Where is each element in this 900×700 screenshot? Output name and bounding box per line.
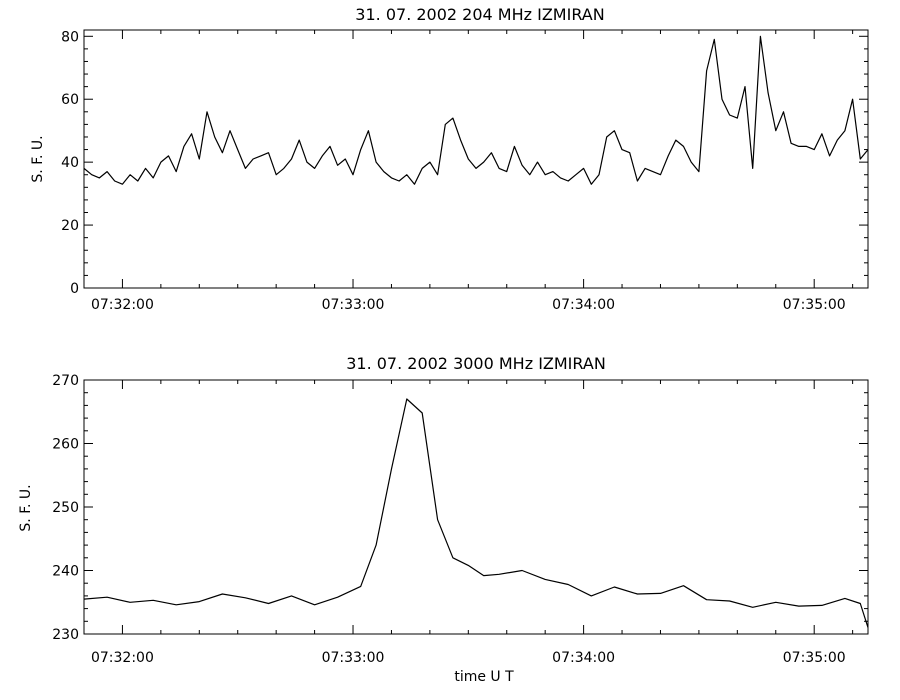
x-tick-label: 07:33:00 — [322, 297, 385, 313]
chart-title: 31. 07. 2002 3000 MHz IZMIRAN — [346, 354, 606, 373]
x-tick-label: 07:33:00 — [322, 650, 385, 666]
panel-3000mhz: 31. 07. 2002 3000 MHz IZMIRAN S. F. U. t… — [18, 354, 869, 685]
plot-frame — [83, 29, 869, 289]
x-tick-label: 07:34:00 — [552, 297, 615, 313]
y-tick-label: 240 — [52, 564, 79, 580]
y-axis-label: S. F. U. — [18, 484, 34, 531]
y-tick-label: 230 — [52, 627, 79, 643]
chart-title: 31. 07. 2002 204 MHz IZMIRAN — [355, 5, 604, 24]
plot-frame — [83, 379, 869, 635]
series-line — [83, 35, 869, 185]
y-tick-label: 260 — [52, 437, 79, 453]
axis-ticks: 0 20 40 60 80 07:32:00 07:33:00 07:34:00 07:35:0… — [61, 29, 868, 313]
y-tick-label: 20 — [61, 218, 79, 234]
x-tick-label: 07:35:00 — [783, 650, 846, 666]
x-tick-label: 07:34:00 — [552, 650, 615, 666]
y-axis-label: S. F. U. — [30, 135, 46, 182]
y-tick-label: 40 — [61, 155, 79, 171]
panel-204mhz: 31. 07. 2002 204 MHz IZMIRAN S. F. U. 0 2… — [30, 5, 869, 313]
y-tick-label: 0 — [70, 281, 79, 297]
y-tick-label: 80 — [61, 29, 79, 45]
x-tick-label: 07:32:00 — [91, 297, 154, 313]
x-axis-label: time U T — [454, 669, 514, 685]
x-tick-label: 07:32:00 — [91, 650, 154, 666]
axis-ticks: 230 240 250 260 270 07:32:00 07:33:00 07:34:00 0… — [52, 373, 868, 666]
series-line — [83, 398, 869, 628]
y-tick-label: 270 — [52, 373, 79, 389]
x-tick-label: 07:35:00 — [783, 297, 846, 313]
y-tick-label: 250 — [52, 500, 79, 516]
y-tick-label: 60 — [61, 92, 79, 108]
